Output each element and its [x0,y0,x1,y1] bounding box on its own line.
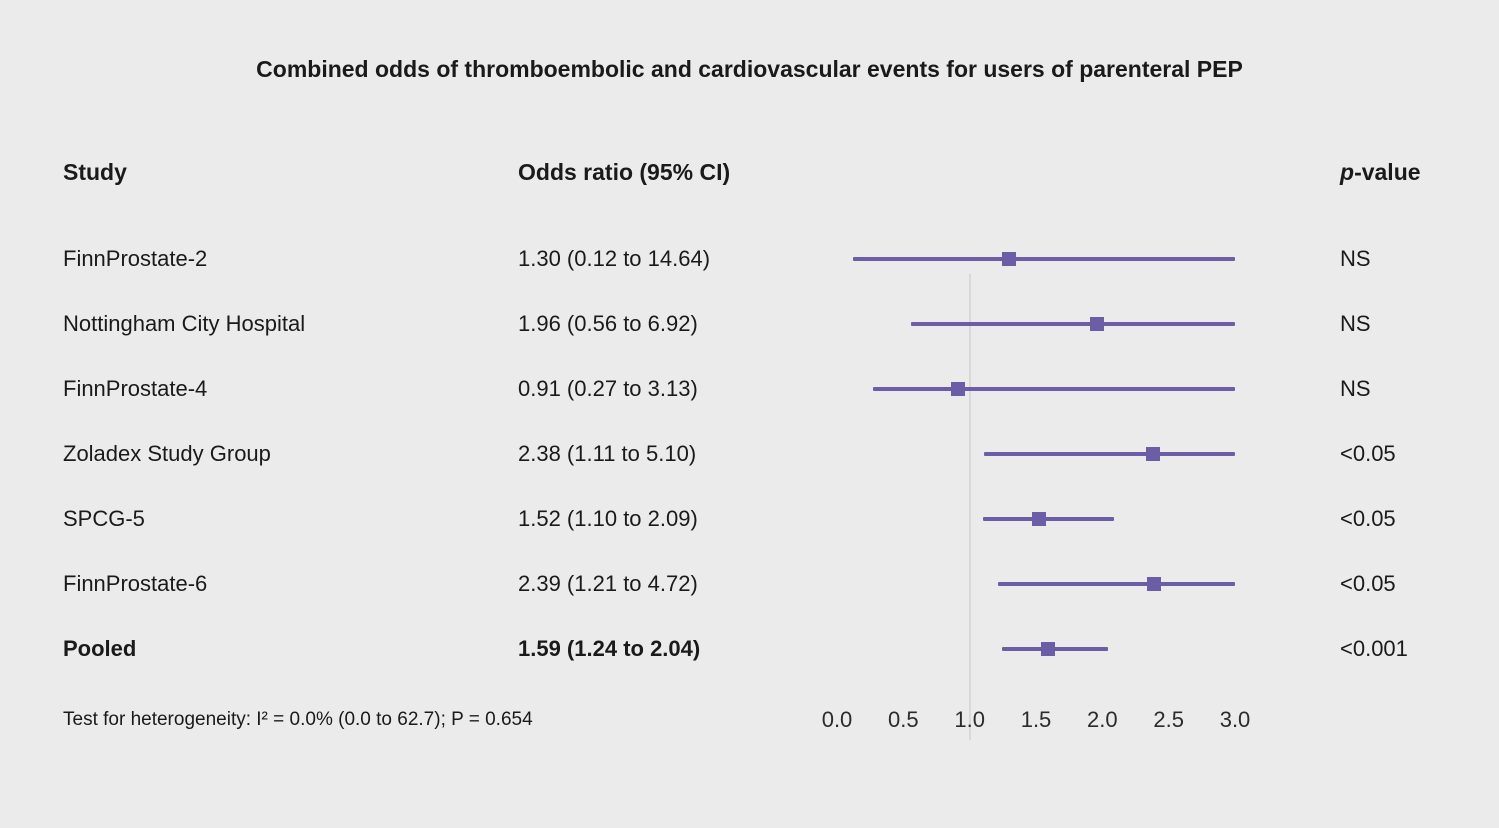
axis-tick-label: 1.5 [1020,707,1052,732]
forest-row: FinnProstate-6 2.39 (1.21 to 4.72) <0.05 [0,551,1499,616]
study-label: Pooled [63,635,137,661]
confidence-interval-line [997,581,1235,586]
odds-ratio-label: 2.38 (1.11 to 5.10) [518,440,697,466]
forest-row: Zoladex Study Group 2.38 (1.11 to 5.10) <0… [0,421,1499,486]
axis-row: Test for heterogeneity: I² = 0.0% (0.0 t… [0,700,1499,740]
confidence-interval-line [911,321,1235,326]
ci-plot [837,486,1235,551]
odds-ratio-marker [1031,511,1046,526]
column-headers: Study Odds ratio (95% CI) p-value [0,140,1499,204]
ci-plot [837,356,1235,421]
axis-tick-label: 0.0 [821,707,853,732]
column-header-study: Study [63,158,127,185]
study-label: Nottingham City Hospital [63,310,306,336]
study-label: FinnProstate-4 [63,375,208,401]
confidence-interval-line [982,516,1115,521]
odds-ratio-marker [1040,641,1055,656]
ci-plot [837,291,1235,356]
column-header-odds-ratio: Odds ratio (95% CI) [518,158,731,185]
axis-tick-label: 2.5 [1153,707,1184,732]
study-label: FinnProstate-2 [63,245,208,271]
x-axis: 0.0 0.5 1.0 1.5 2.0 2.5 3.0 [822,700,1251,740]
chart-title: Combined odds of thromboembolic and card… [256,56,1243,82]
odds-ratio-marker [1002,251,1017,266]
odds-ratio-label: 1.96 (0.56 to 6.92) [518,310,698,336]
axis-tick-label: 1.0 [954,707,985,732]
forest-rows: FinnProstate-2 1.30 (0.12 to 14.64) NS Nott… [0,226,1499,681]
p-value: <0.05 [1340,440,1396,466]
odds-ratio-label: 1.59 (1.24 to 2.04) [518,635,701,661]
study-label: Zoladex Study Group [63,440,271,466]
odds-ratio-label: 1.30 (0.12 to 14.64) [518,245,711,271]
p-value: <0.001 [1340,635,1408,661]
forest-row: SPCG-5 1.52 (1.10 to 2.09) <0.05 [0,486,1499,551]
p-value: NS [1340,310,1371,336]
odds-ratio-label: 2.39 (1.21 to 4.72) [518,570,698,596]
p-value: <0.05 [1340,570,1396,596]
p-value-suffix: -value [1354,158,1421,185]
forest-plot-page: Combined odds of thromboembolic and card… [0,52,1499,828]
forest-row: Nottingham City Hospital 1.96 (0.56 to 6.… [0,291,1499,356]
study-label: SPCG-5 [63,505,145,531]
confidence-interval-line [984,451,1235,456]
plot-header-spacer [837,140,1235,204]
odds-ratio-label: 1.52 (1.10 to 2.09) [518,505,698,531]
forest-row: FinnProstate-2 1.30 (0.12 to 14.64) NS [0,226,1499,291]
ci-plot [837,551,1235,616]
ci-plot [837,421,1235,486]
axis-tick-label: 0.5 [888,707,919,732]
ci-plot [837,226,1235,291]
forest-row: FinnProstate-4 0.91 (0.27 to 3.13) NS [0,356,1499,421]
p-value-italic-p: p [1340,158,1355,185]
odds-ratio-marker [1147,576,1162,591]
odds-ratio-marker [950,381,965,396]
forest-row: Pooled 1.59 (1.24 to 2.04) <0.001 [0,616,1499,681]
column-header-p-value: p-value [1235,159,1499,186]
reference-line [968,274,971,740]
confidence-interval-line [872,386,1235,391]
odds-ratio-label: 0.91 (0.27 to 3.13) [518,375,698,401]
ci-plot [837,616,1235,681]
heterogeneity-note: Test for heterogeneity: I² = 0.0% (0.0 t… [63,709,533,730]
axis-tick-label: 3.0 [1219,707,1251,732]
confidence-interval-line [852,256,1235,261]
odds-ratio-marker [1145,446,1160,461]
p-value: NS [1340,375,1371,401]
p-value: NS [1340,245,1371,271]
odds-ratio-marker [1090,316,1105,331]
p-value: <0.05 [1340,505,1396,531]
study-label: FinnProstate-6 [63,570,208,596]
axis-tick-label: 2.0 [1087,707,1118,732]
